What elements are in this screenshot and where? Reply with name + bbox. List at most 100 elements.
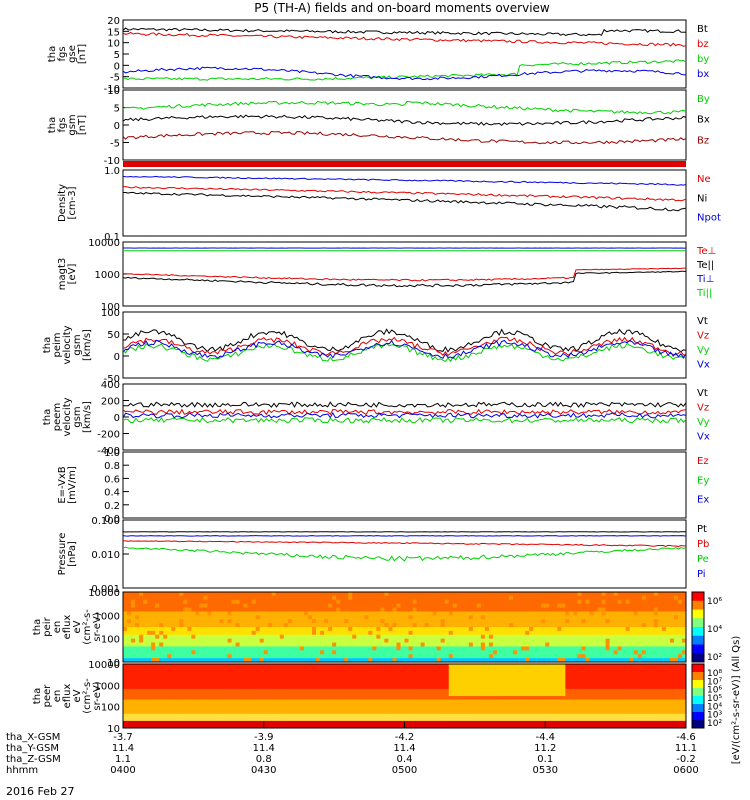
heatmap-cell	[561, 706, 566, 711]
heatmap-cell	[496, 650, 502, 655]
heatmap-cell	[517, 615, 522, 620]
heatmap-cell	[299, 634, 305, 640]
heatmap-cell	[585, 696, 590, 701]
heatmap-cell	[484, 607, 490, 612]
heatmap-cell	[167, 664, 172, 669]
heatmap-cell	[657, 688, 663, 693]
heatmap-cell	[673, 696, 679, 701]
heatmap-cell	[392, 674, 397, 679]
heatmap-frame	[122, 591, 687, 663]
heatmap-cell	[183, 681, 188, 686]
heatmap-cell	[139, 713, 144, 718]
heatmap-cell	[195, 713, 200, 718]
heatmap-cell	[452, 696, 458, 701]
heatmap-cell	[681, 706, 687, 711]
heatmap-cell	[541, 678, 546, 683]
heatmap-cell	[131, 696, 136, 701]
heatmap-cell	[247, 619, 253, 624]
heatmap-cell	[513, 664, 518, 669]
heatmap-cell	[665, 638, 671, 644]
heatmap-cell	[207, 615, 212, 620]
heatmap-cell	[681, 619, 687, 624]
heatmap-cell	[597, 611, 603, 616]
heatmap-cell	[677, 592, 683, 597]
heatmap-cell	[444, 671, 450, 676]
heatmap-cell	[255, 667, 261, 672]
heatmap-cell	[460, 696, 466, 701]
heatmap-cell	[167, 685, 172, 690]
heatmap-cell	[525, 710, 530, 715]
heatmap-cell	[360, 615, 365, 620]
heatmap-cell	[123, 706, 128, 711]
heatmap-cell	[191, 634, 196, 640]
heatmap-cell	[263, 703, 269, 708]
heatmap-cell	[625, 630, 631, 636]
heatmap-cell	[633, 654, 639, 659]
heatmap-cell	[565, 599, 570, 605]
heatmap-cell	[408, 671, 414, 676]
heatmap-cell	[645, 678, 651, 683]
heatmap-cell	[127, 592, 132, 597]
heatmap-cell	[211, 642, 216, 647]
heatmap-cell	[348, 611, 353, 616]
heatmap-cell	[416, 630, 422, 636]
heatmap-cell	[408, 696, 414, 701]
heatmap-cell	[509, 688, 514, 693]
heatmap-cell	[316, 703, 321, 708]
heatmap-cell	[215, 681, 221, 686]
heatmap-cell	[123, 685, 128, 690]
heatmap-cell	[175, 599, 180, 605]
heatmap-cell	[267, 630, 273, 636]
heatmap-cell	[283, 607, 289, 612]
heatmap-cell	[364, 599, 369, 605]
heatmap-cell	[460, 607, 466, 612]
heatmap-cell	[283, 717, 289, 722]
heatmap-cell	[452, 630, 458, 636]
heatmap-cell	[243, 678, 249, 683]
heatmap-cell	[328, 699, 333, 704]
heatmap-cell	[605, 713, 611, 718]
heatmap-cell	[299, 595, 305, 601]
heatmap-cell	[175, 667, 180, 672]
heatmap-cell	[344, 688, 349, 693]
heatmap-cell	[380, 607, 385, 612]
heatmap-cell	[360, 710, 365, 715]
heatmap-cell	[191, 599, 196, 605]
heatmap-cell	[131, 619, 136, 624]
heatmap-cell	[295, 703, 301, 708]
heatmap-cell	[653, 603, 659, 609]
heatmap-cell	[569, 592, 574, 597]
y-axis-label: sr-eV)	[92, 681, 103, 710]
heatmap-cell	[657, 595, 663, 601]
heatmap-cell	[408, 619, 414, 624]
heatmap-cell	[199, 654, 204, 659]
heatmap-cell	[657, 599, 663, 605]
heatmap-cell	[396, 607, 401, 612]
heatmap-cell	[609, 696, 615, 701]
heatmap-cell	[428, 706, 434, 711]
heatmap-cell	[501, 603, 506, 609]
heatmap-cell	[139, 638, 144, 644]
heatmap-cell	[320, 623, 325, 628]
heatmap-cell	[207, 706, 212, 711]
heatmap-cell	[593, 627, 599, 632]
heatmap-cell	[155, 627, 160, 632]
heatmap-cell	[332, 706, 337, 711]
heatmap-cell	[529, 685, 534, 690]
heatmap-cell	[456, 671, 462, 676]
series-line-fgs_gsm-1	[122, 114, 687, 126]
heatmap-cell	[320, 658, 325, 663]
heatmap-cell	[131, 685, 136, 690]
heatmap-cell	[215, 634, 221, 640]
heatmap-cell	[476, 696, 482, 701]
heatmap-cell	[585, 627, 590, 632]
heatmap-cell	[460, 615, 466, 620]
heatmap-cell	[661, 717, 667, 722]
heatmap-cell	[392, 595, 397, 601]
heatmap-cell	[328, 706, 333, 711]
heatmap-cell	[496, 688, 502, 693]
heatmap-cell	[436, 699, 442, 704]
heatmap-cell	[440, 603, 446, 609]
